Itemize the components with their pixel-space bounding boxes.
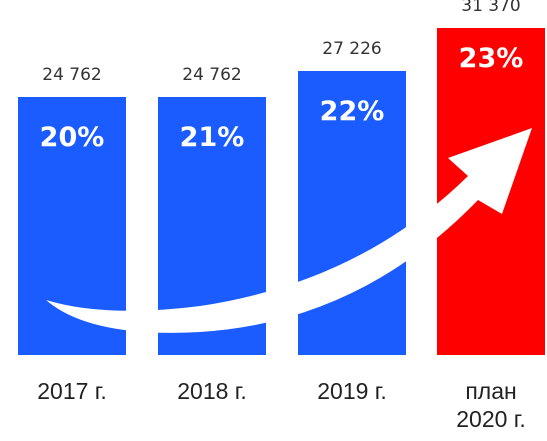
x-tick-label: 2019 г. — [317, 378, 387, 404]
share-label: 20% — [39, 121, 105, 153]
value-label: 24 762 — [182, 64, 242, 85]
share-label: 22% — [319, 96, 385, 128]
x-tick-label: план 2020 г. — [456, 378, 526, 432]
share-label: 23% — [458, 43, 524, 74]
arrow-shape — [46, 128, 532, 333]
share-label: 21% — [179, 121, 245, 153]
value-label: 31 370 — [461, 0, 521, 16]
value-label: 27 226 — [322, 39, 382, 60]
x-tick-label: 2018 г. — [177, 378, 247, 404]
value-label: 24 762 — [42, 64, 102, 85]
x-tick-label: 2017 г. — [37, 378, 107, 404]
